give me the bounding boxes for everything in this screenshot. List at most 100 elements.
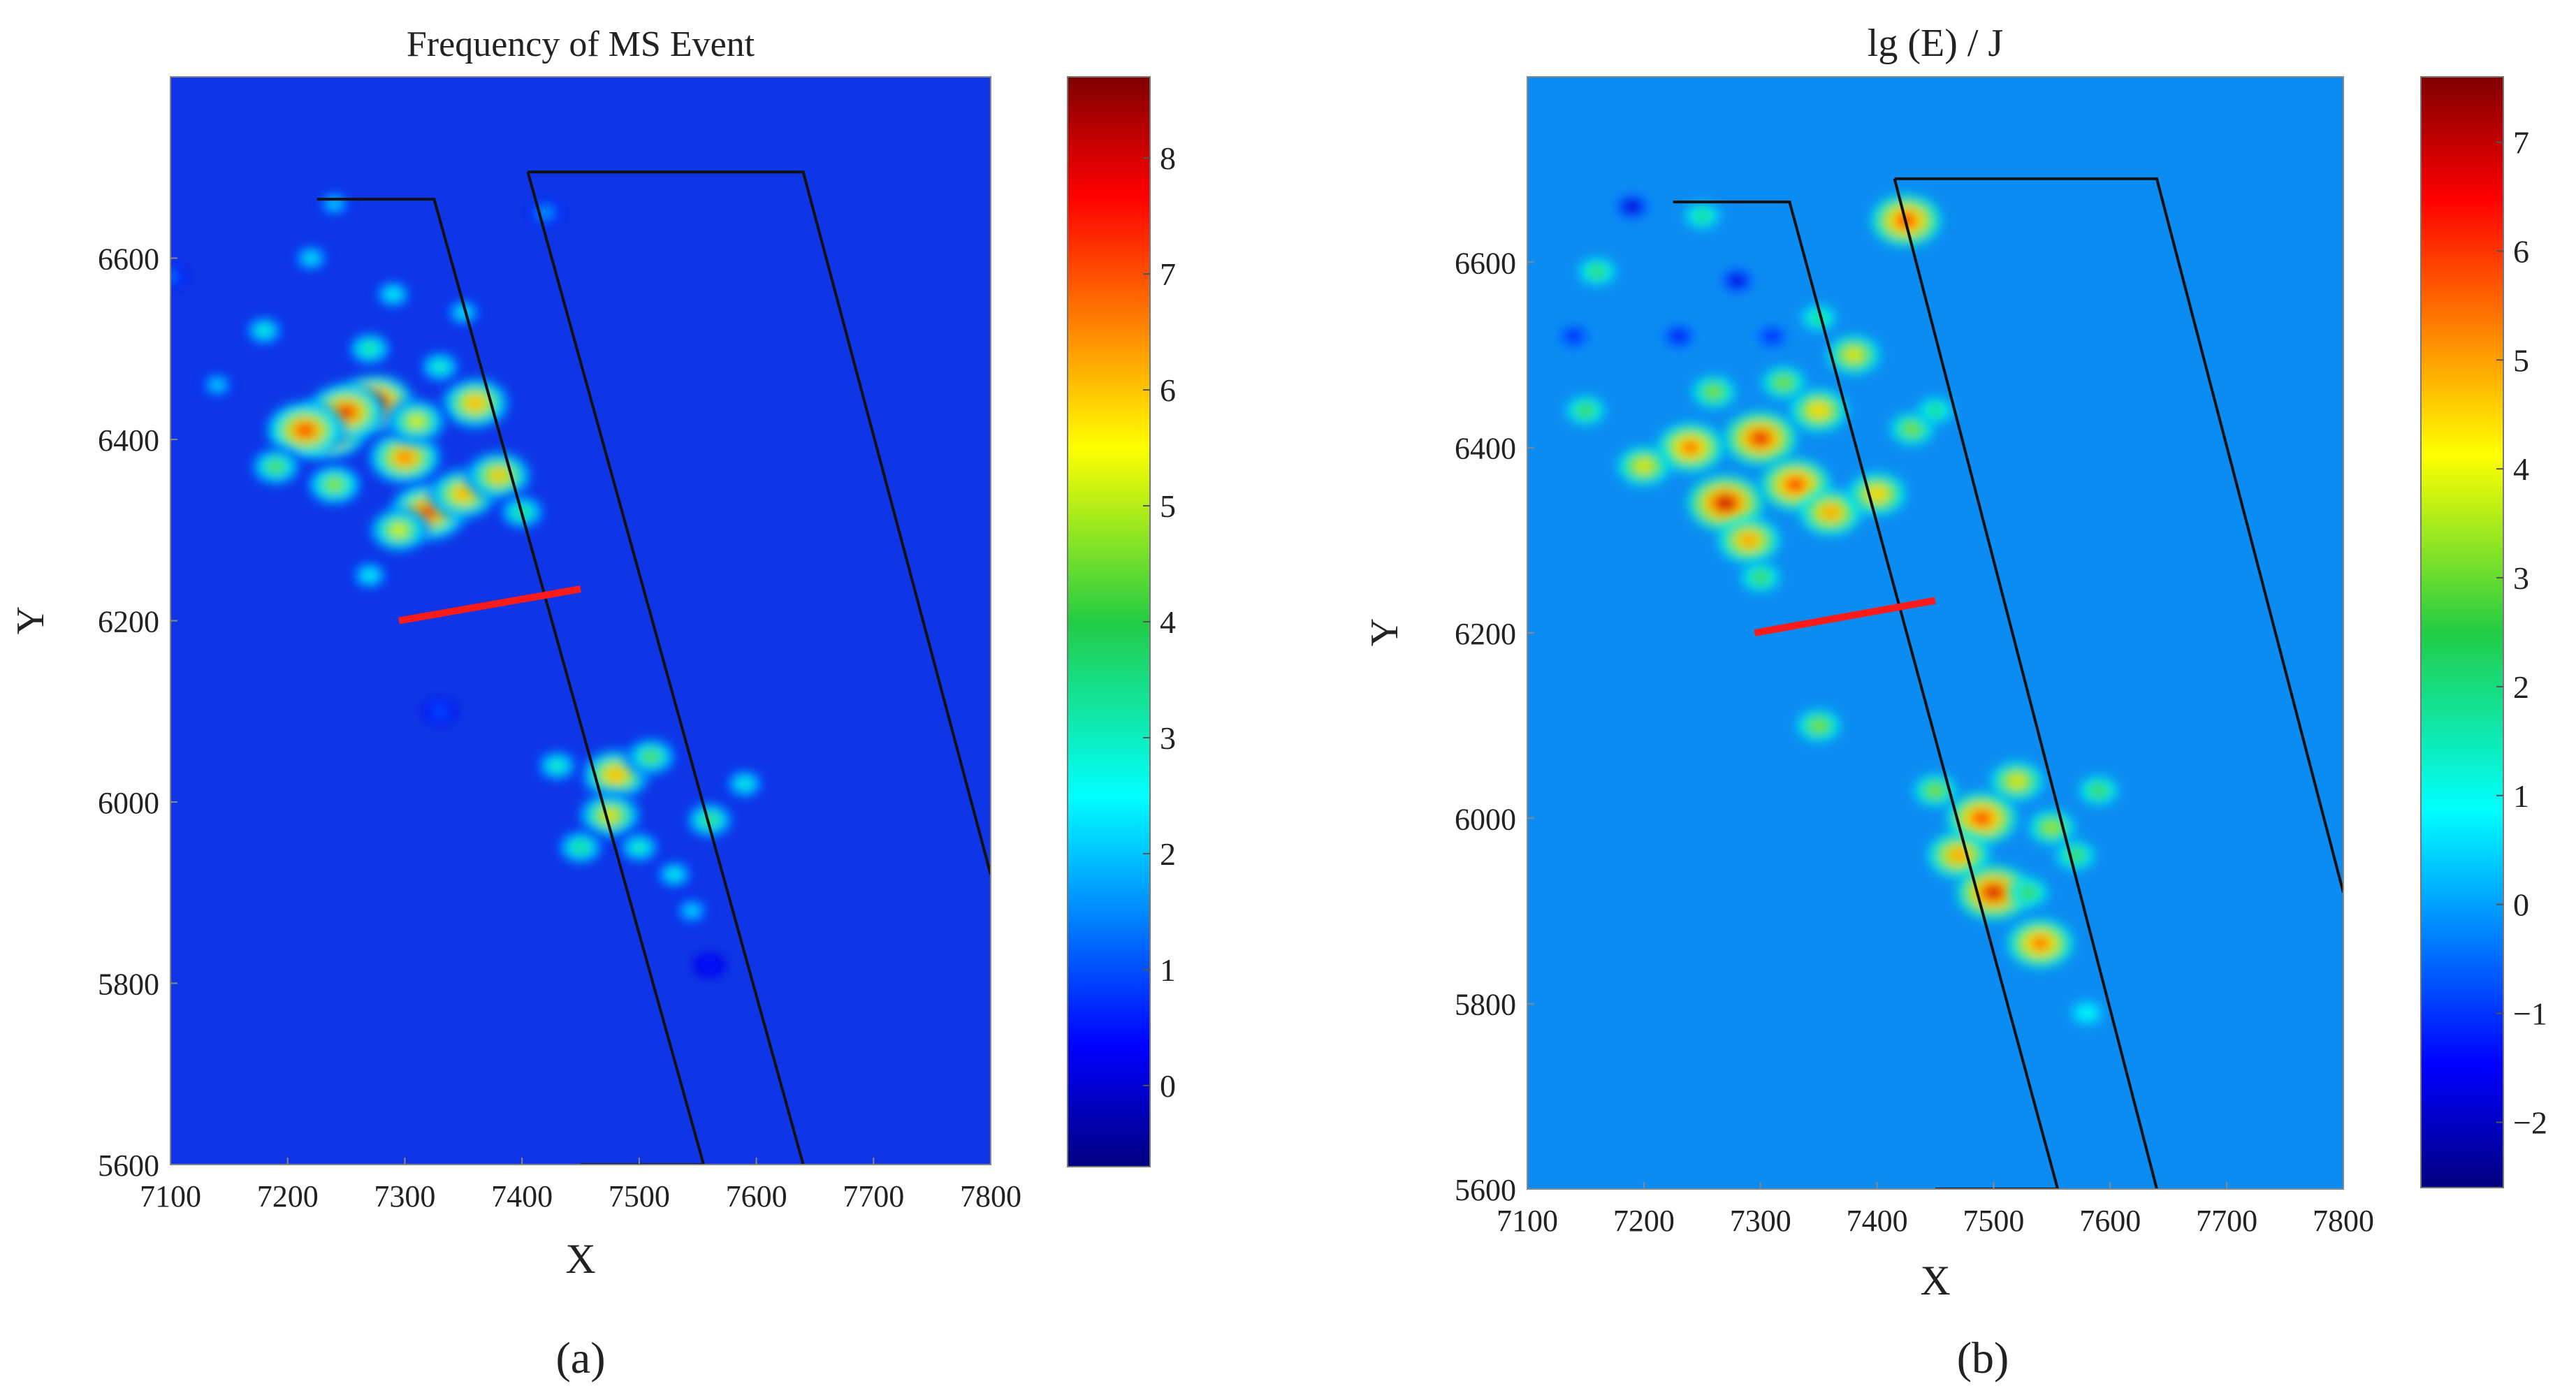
panel-a-hotspot	[725, 768, 765, 799]
panel-a-hotspot	[347, 332, 393, 366]
panel-a-hotspot	[655, 860, 694, 889]
panel-a-hotspot	[625, 737, 677, 776]
panel-a-hotspot-level	[541, 210, 549, 216]
panel-a-y-tick-label: 6000	[98, 786, 159, 820]
panel-b-hotspot-level	[1698, 213, 1706, 219]
panel-a-y-tick-label: 6600	[98, 242, 159, 277]
panel-b-hotspot	[1724, 411, 1796, 465]
panel-b-colorbar-tick-label: −1	[2513, 996, 2547, 1032]
panel-a-hotspot-level	[397, 451, 413, 464]
panel-b-y-tick-label: 6600	[1455, 246, 1516, 280]
panel-a-hotspot-level	[365, 572, 374, 578]
panel-b-y-tick-label: 5600	[1455, 1173, 1516, 1207]
panel-a-colorbar-ticks: 0 1 2 3 4 5 6 7 8	[1143, 140, 1176, 1104]
panel-b-x-tick-label: 7200	[1613, 1204, 1675, 1238]
panel-a-hotspot-level	[467, 398, 483, 409]
panel-b-hotspot	[1719, 518, 1779, 563]
panel-b-x-axis-label: X	[1920, 1257, 1950, 1304]
panel-a-hotspot	[578, 792, 641, 839]
panel-b-hotspot-level	[1871, 489, 1883, 499]
panel-a-hotspot-level	[456, 488, 471, 500]
panel-b-hotspot-level	[2083, 1010, 2090, 1016]
panel-a-hotspot	[557, 830, 604, 865]
panel-a-colorbar-tick-label: 8	[1160, 140, 1176, 176]
panel-b-hotspot-level	[1907, 425, 1916, 432]
panel-b-hotspot-level	[1931, 407, 1940, 414]
panel-a-colorbar	[1067, 76, 1151, 1167]
panel-b-hotspot	[1800, 490, 1861, 535]
panel-a-hotspot-level	[270, 462, 282, 471]
panel-b-hotspot	[1947, 792, 2016, 844]
panel-a-hotspot-level	[330, 200, 338, 207]
panel-a-x-tick-label: 7200	[257, 1179, 319, 1213]
panel-b-hotspot-level	[1675, 333, 1682, 340]
panel-b-y-tick-label: 6200	[1455, 617, 1516, 651]
panel-a-y-tick-label: 6400	[98, 423, 159, 458]
panel-b-hotspot	[1579, 258, 1616, 285]
panel-a-hotspot	[306, 464, 363, 506]
panel-b-hotspot-level	[1593, 268, 1601, 275]
panel-b-hotspot	[2070, 1000, 2104, 1026]
panel-a-hotspot-level	[491, 470, 506, 481]
panel-b-hotspot-level	[1788, 479, 1803, 490]
panel-a-fault-zone-line	[316, 198, 706, 1165]
panel-a-hotspot	[440, 377, 510, 429]
panel-a-hotspot	[535, 750, 578, 782]
panel-a-colorbar-tick-label: 7	[1160, 256, 1176, 292]
panel-b-hotspot-level	[1717, 497, 1733, 509]
panel-a-hotspot	[465, 451, 532, 501]
panel-b-hotspot-level	[1986, 887, 2002, 898]
panel-a-hotspot-level	[609, 769, 623, 780]
panel-b-colorbar-tick-label: −2	[2513, 1104, 2547, 1140]
panel-b-x-ticks: 7100 7200 7300 7400 7500 7600 7700 7800	[1497, 1182, 2374, 1238]
panel-a-hotspot	[317, 191, 351, 217]
panel-a-hotspot	[618, 831, 661, 863]
panel-b-colorbar-tick-label: 3	[2513, 560, 2529, 596]
panel-a-title: Frequency of MS Event	[407, 24, 755, 64]
panel-a-x-tick-label: 7500	[609, 1179, 670, 1213]
panel-b-colorbar	[2420, 76, 2504, 1188]
panel-b-colorbar-tick-label: 2	[2513, 669, 2529, 705]
panel-a-y-ticks: 5600 5800 6000 6200 6400 6600	[98, 242, 177, 1183]
panel-a-x-tick-label: 7100	[140, 1179, 201, 1213]
panel-b-hotspot	[1662, 324, 1696, 349]
panel-b-y-ticks: 5600 5800 6000 6200 6400 6600	[1455, 246, 1534, 1207]
panel-b-fault-zone-line	[1893, 178, 2158, 1189]
panel-b-colorbar-ticks: −2 −1 0 1 2 3 4 5 6 7	[2496, 125, 2547, 1140]
panel-a-hotspot	[693, 953, 726, 977]
panel-b-hotspot-level	[2047, 824, 2057, 831]
panel-b-hotspot-level	[1930, 787, 1940, 794]
panel-b-hotspot-level	[1848, 351, 1859, 359]
panel-a-y-axis-label: Y	[9, 606, 52, 634]
panel-b-hotspot-level	[1581, 407, 1590, 414]
panel-a-hotspot-level	[740, 780, 749, 787]
panel-a-hotspot	[374, 280, 412, 309]
panel-a-hotspot	[445, 299, 482, 326]
panel-a-hotspot-level	[436, 708, 444, 714]
panel-a-fault-zone-line	[526, 171, 805, 1165]
panel-b-hotspot	[1688, 475, 1763, 531]
panel-b-hotspot	[1658, 423, 1723, 472]
panel-b-y-tick-label: 5800	[1455, 988, 1516, 1022]
panel-b-heatmap-layer	[1557, 194, 2118, 1026]
panel-a-y-tick-label: 5800	[98, 968, 159, 1002]
panel-a-hotspot-level	[410, 416, 423, 426]
panel-a-hotspot-level	[645, 752, 657, 761]
panel-b-hotspot	[1618, 447, 1670, 486]
panel-b-overlay-lines	[1673, 177, 2343, 1189]
panel-a-y-tick-label: 6200	[98, 605, 159, 639]
panel-a-colorbar-tick-label: 6	[1160, 372, 1176, 408]
panel-b-colorbar-tick-label: 0	[2513, 887, 2529, 923]
panel-b-hotspot-level	[1683, 442, 1698, 453]
panel-b-hotspot	[1721, 268, 1754, 293]
panel-a-x-tick-label: 7300	[374, 1179, 435, 1213]
panel-b-fault-zone-line	[1673, 200, 2060, 1189]
panel-b-title: lg (E) / J	[1868, 22, 2003, 65]
panel-a-hotspot-level	[688, 907, 696, 914]
panel-b-y-tick-label: 6400	[1455, 432, 1516, 466]
panel-b-hotspot	[1685, 203, 1719, 228]
panel-a-hotspot	[265, 401, 345, 460]
panel-b-x-tick-label: 7400	[1847, 1204, 1908, 1238]
panel-a-hotspot	[419, 351, 462, 383]
